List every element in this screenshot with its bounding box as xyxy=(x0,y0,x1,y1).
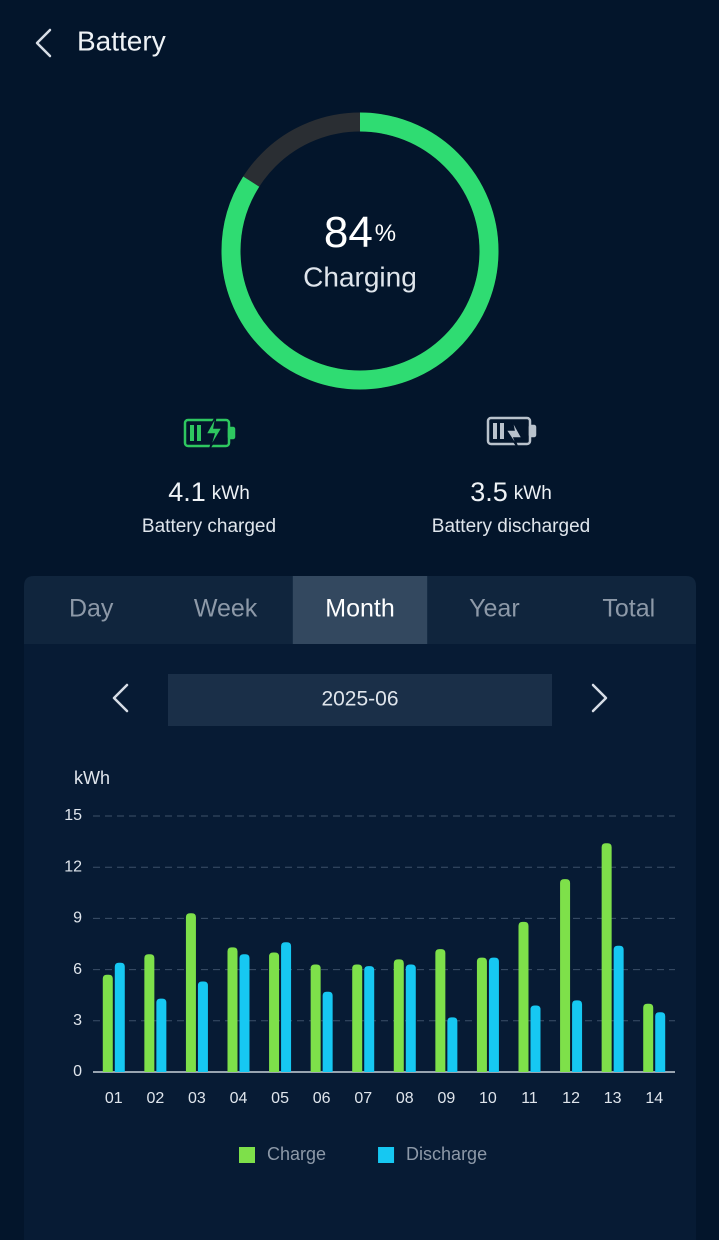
bar xyxy=(405,964,416,1072)
x-tick-label: 04 xyxy=(230,1090,248,1107)
stat-unit: kWh xyxy=(514,483,552,504)
tab-label: Year xyxy=(469,595,520,623)
chart-panel xyxy=(24,644,696,1240)
x-tick-label: 12 xyxy=(562,1090,580,1107)
period-box[interactable] xyxy=(168,674,552,726)
gauge-arc xyxy=(221,112,499,390)
x-tick-label: 02 xyxy=(146,1090,164,1107)
bar xyxy=(518,921,529,1072)
charge-icon xyxy=(183,415,236,449)
bar xyxy=(572,1000,583,1072)
x-tick-label: 06 xyxy=(313,1090,331,1107)
legend-label: Charge xyxy=(267,1144,326,1164)
x-tick-label: 07 xyxy=(354,1090,372,1107)
tab-label: Week xyxy=(194,595,258,623)
legend-label: Discharge xyxy=(406,1144,487,1164)
x-tick-label: 14 xyxy=(645,1090,663,1107)
bar xyxy=(613,945,624,1072)
bar xyxy=(655,1012,666,1072)
bar xyxy=(156,998,167,1072)
bar xyxy=(530,1005,541,1072)
bar xyxy=(197,981,208,1072)
x-tick-label: 01 xyxy=(105,1090,123,1107)
bar xyxy=(601,843,612,1072)
gauge-value: 84% xyxy=(324,208,396,257)
x-tick-label: 13 xyxy=(604,1090,622,1107)
bar xyxy=(322,991,333,1072)
page-title: Battery xyxy=(77,25,166,56)
x-tick-label: 03 xyxy=(188,1090,206,1107)
x-tick-label: 05 xyxy=(271,1090,289,1107)
bar xyxy=(310,964,321,1072)
y-tick-label: 15 xyxy=(64,807,82,824)
x-tick-label: 10 xyxy=(479,1090,497,1107)
bar xyxy=(476,957,487,1072)
bar xyxy=(435,949,446,1072)
gauge-unit: % xyxy=(375,220,396,247)
next-period[interactable] xyxy=(591,683,608,713)
y-tick-label: 0 xyxy=(73,1063,82,1080)
y-tick-label: 12 xyxy=(64,858,82,875)
bar xyxy=(227,947,238,1072)
y-tick-label: 3 xyxy=(73,1012,82,1029)
period-label: 2025-06 xyxy=(321,688,398,711)
bar xyxy=(352,964,363,1072)
bar xyxy=(488,957,499,1072)
discharge-icon xyxy=(486,416,537,449)
x-tick-label: 11 xyxy=(521,1090,538,1107)
x-tick-label: 09 xyxy=(437,1090,455,1107)
tab-label: Day xyxy=(69,595,114,623)
bar xyxy=(393,959,404,1072)
bar xyxy=(643,1003,654,1072)
gauge-status: Charging xyxy=(303,261,417,292)
stat-unit: kWh xyxy=(212,483,250,504)
stat-number: 3.5 xyxy=(470,477,508,507)
bar xyxy=(239,954,250,1072)
gauge-number: 84 xyxy=(324,208,373,257)
x-tick-label: 08 xyxy=(396,1090,414,1107)
legend-swatch xyxy=(378,1147,395,1163)
bar xyxy=(560,879,571,1072)
back-button[interactable] xyxy=(35,28,52,58)
y-tick-label: 9 xyxy=(73,910,82,927)
tab[interactable] xyxy=(292,576,428,644)
y-tick-label: 6 xyxy=(73,961,82,978)
bar xyxy=(114,962,125,1072)
tab-label: Month xyxy=(325,595,394,623)
stat-value: 3.5 kWh xyxy=(470,477,552,507)
previous-period[interactable] xyxy=(112,683,129,713)
y-axis-label: kWh xyxy=(74,768,110,788)
legend-swatch xyxy=(239,1147,255,1163)
bar xyxy=(364,966,375,1072)
stat-label: Battery discharged xyxy=(432,516,590,537)
stat-label: Battery charged xyxy=(142,516,276,537)
tab-label: Total xyxy=(602,595,655,623)
stat-number: 4.1 xyxy=(168,477,206,507)
bar xyxy=(102,974,113,1072)
bar xyxy=(144,954,155,1072)
stat-value: 4.1 kWh xyxy=(168,477,250,507)
bar xyxy=(185,913,196,1072)
bar xyxy=(281,942,292,1072)
bar xyxy=(269,952,280,1072)
bar xyxy=(447,1017,458,1072)
